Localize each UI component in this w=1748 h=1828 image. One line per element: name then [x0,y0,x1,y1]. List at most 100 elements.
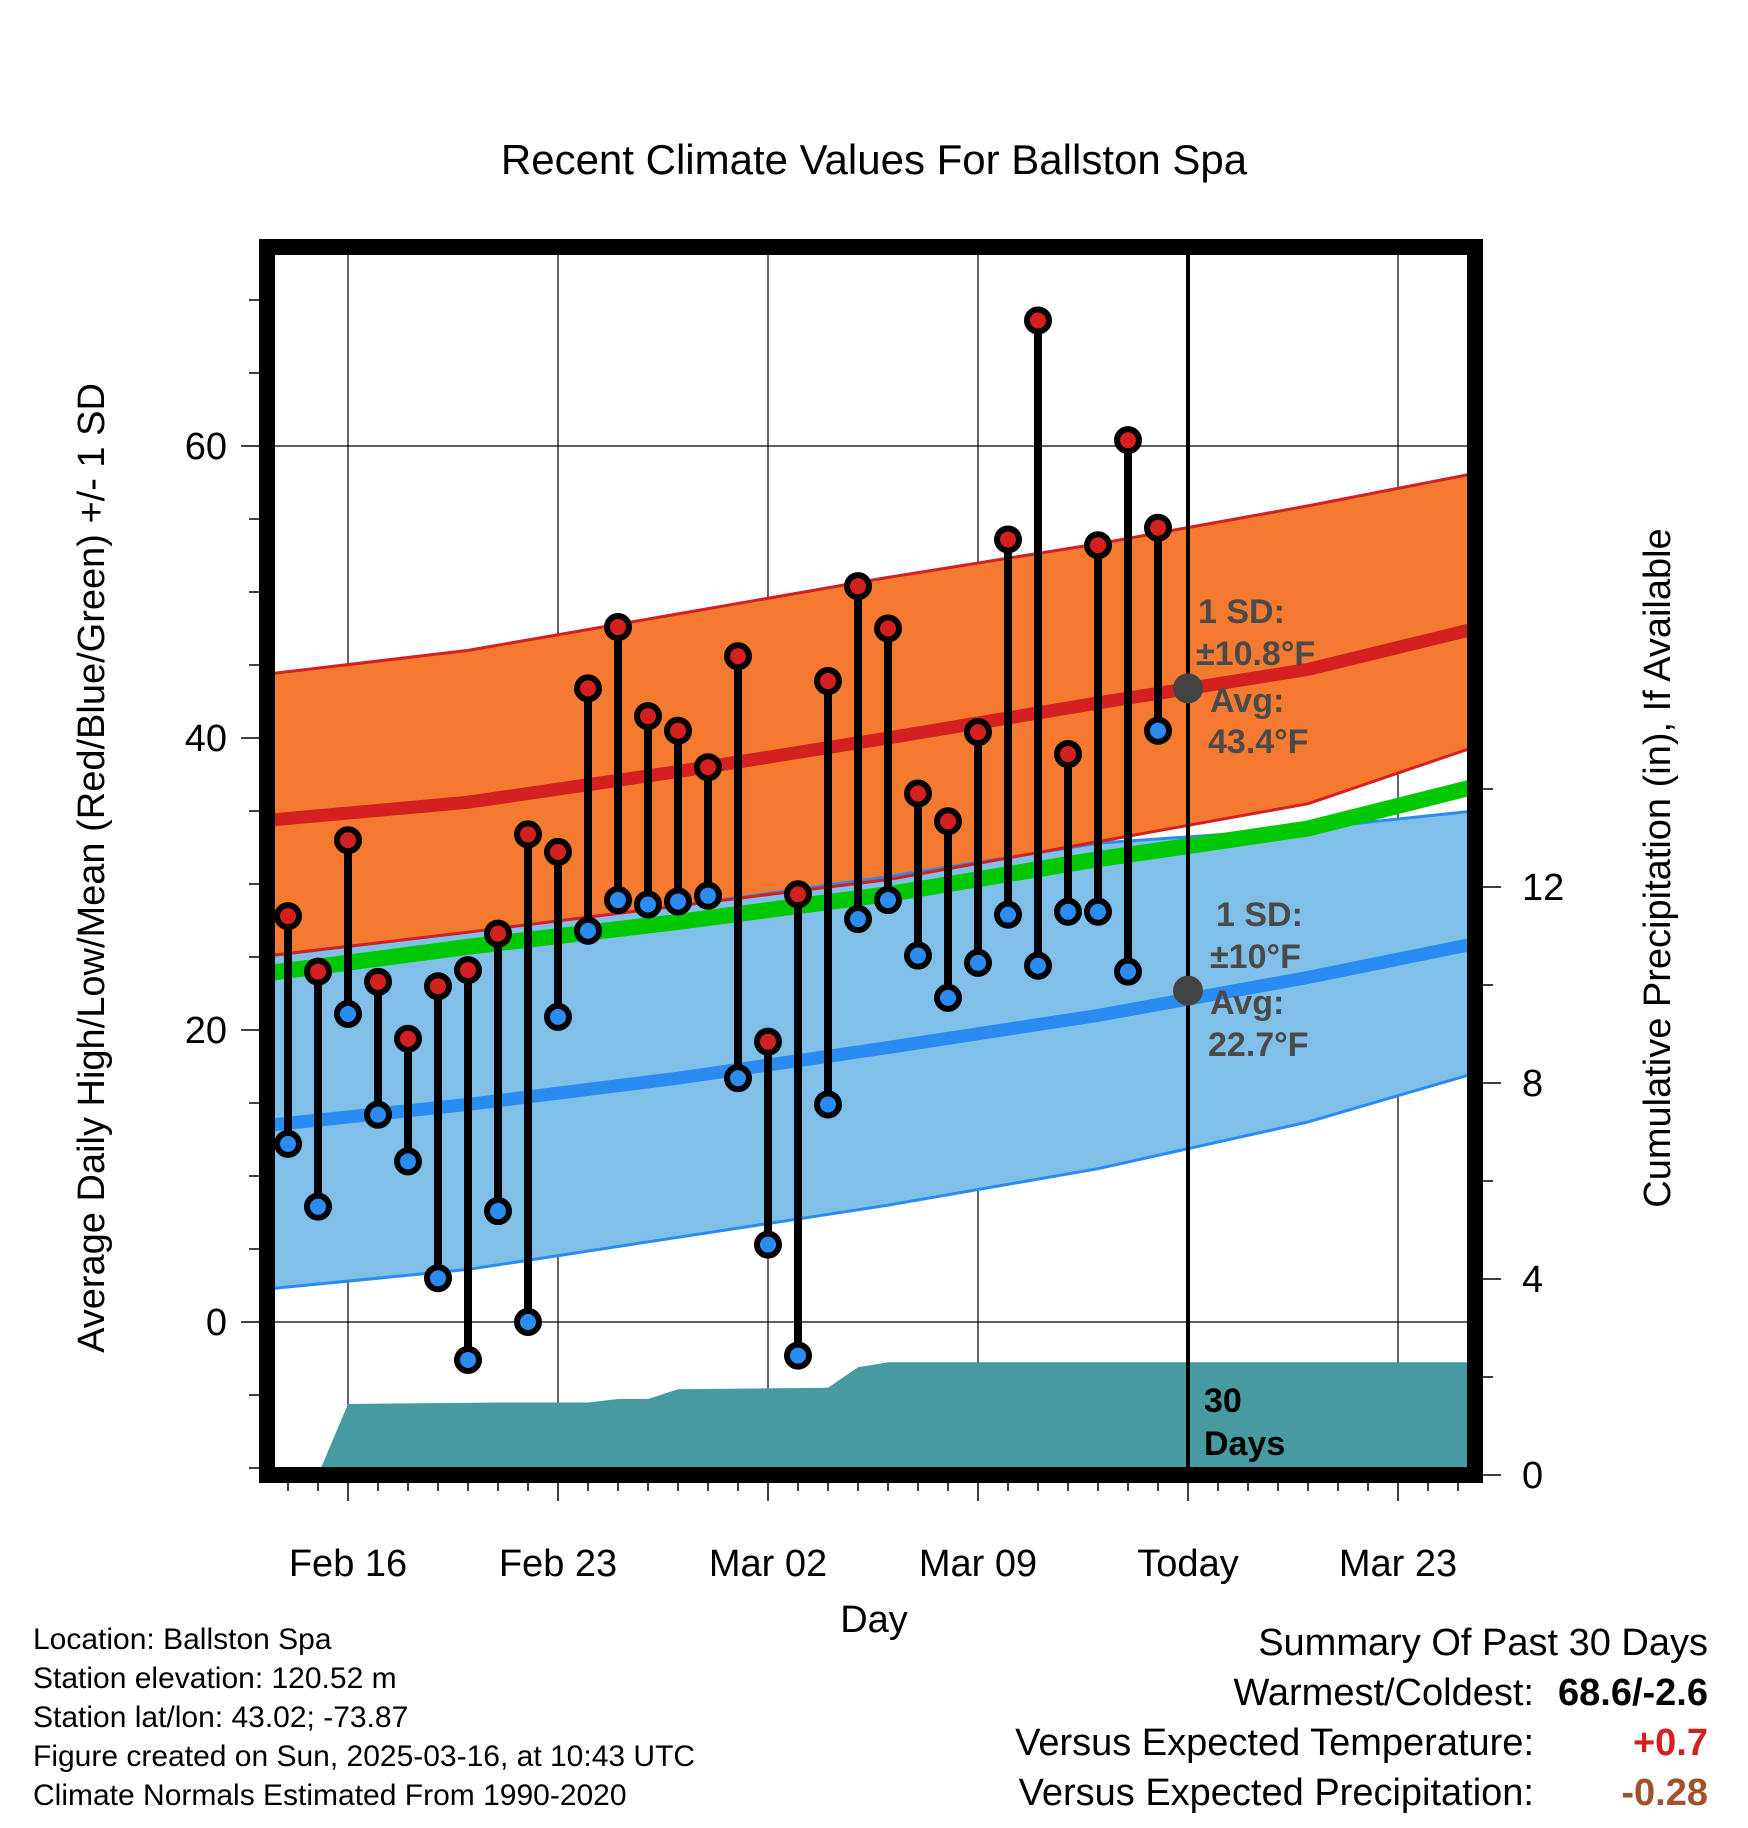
low-sd-value: ±10°F [1210,938,1301,976]
high-avg-value: 43.4°F [1208,723,1309,761]
plot-frame [259,239,1483,1483]
x-tick-label: Mar 09 [919,1543,1037,1585]
y-axis-left-label: Average Daily High/Low/Mean (Red/Blue/Gr… [71,383,113,1353]
high-point [664,716,692,745]
high-point [274,902,302,931]
chart-title: Recent Climate Values For Ballston Spa [501,136,1248,183]
low-point [754,1230,782,1259]
high-sd-label: 1 SD: [1198,593,1285,631]
location-line: Location: Ballston Spa [33,1623,332,1656]
low-point [784,1341,812,1370]
low-point [904,941,932,970]
high-point [1144,513,1172,542]
warmest-value: 68.6/-2.6 [1558,1672,1708,1714]
days-label-top: 30 [1204,1382,1242,1420]
low-point [604,886,632,915]
high-point [904,779,932,808]
precip-value: -0.28 [1621,1772,1708,1814]
high-point [304,957,332,986]
station-info: Location: Ballston Spa Station elevation… [33,1620,695,1815]
y-right-tick-label: 12 [1522,867,1564,909]
high-sd-upper-edge [267,471,1475,676]
low-point [514,1308,542,1336]
high-point [334,826,362,855]
summary-panel: Summary Of Past 30 Days Warmest/Coldest:… [1015,1618,1708,1818]
precip-area [288,1362,1475,1475]
y-axis-right-label: Cumulative Precipitation (in), If Availa… [1637,528,1679,1207]
low-point [1084,897,1112,926]
x-axis-label: Day [840,1599,908,1641]
high-point [844,572,872,601]
summary-precip-row: Versus Expected Precipitation: -0.28 [1015,1768,1708,1818]
low-point [964,948,992,977]
high-point [484,919,512,948]
warmest-label: Warmest/Coldest: [1233,1672,1534,1714]
high-avg-label: Avg: [1210,682,1284,720]
low-point [544,1002,572,1031]
high-sd-band [267,473,1475,956]
low-point [634,890,662,919]
high-point [934,807,962,836]
temp-label: Versus Expected Temperature: [1015,1722,1534,1764]
summary-title: Summary Of Past 30 Days [1258,1622,1708,1664]
high-point [1114,426,1142,455]
y-right-tick-label: 8 [1522,1063,1543,1105]
low-point [694,881,722,910]
low-point [994,900,1022,929]
low-point [934,983,962,1012]
y-left-tick-label: 0 [206,1302,227,1344]
x-tick-label: Today [1137,1543,1238,1585]
latlon-line: Station lat/lon: 43.02; -73.87 [33,1701,409,1734]
high-point [784,880,812,909]
low-point [454,1345,482,1374]
high-point [424,972,452,1001]
high-point [694,753,722,782]
today-high-avg-dot [1173,673,1203,704]
low-point [424,1264,452,1293]
low-point [814,1090,842,1119]
y-left-tick-label: 60 [185,426,227,468]
low-avg-label: Avg: [1210,984,1284,1022]
low-point [1054,897,1082,926]
temp-value: +0.7 [1632,1722,1708,1764]
x-tick-label: Mar 02 [709,1543,827,1585]
low-point [874,886,902,915]
low-point [1114,957,1142,986]
low-avg-value: 22.7°F [1208,1026,1309,1064]
high-point [1024,306,1052,335]
high-sd-value: ±10.8°F [1196,635,1315,673]
x-tick-label: Mar 23 [1339,1543,1457,1585]
high-point [394,1024,422,1053]
precip-label: Versus Expected Precipitation: [1018,1772,1534,1814]
y-left-tick-label: 40 [185,718,227,760]
high-point [634,702,662,731]
high-point [514,820,542,849]
today-low-avg-dot [1173,975,1203,1006]
summary-warmest-row: Warmest/Coldest: 68.6/-2.6 [1015,1668,1708,1718]
high-point [454,956,482,985]
high-point [964,718,992,747]
low-point [844,905,872,934]
x-tick-label: Feb 16 [289,1543,407,1585]
high-point [544,837,572,866]
high-point [994,525,1022,554]
high-point [814,667,842,696]
x-tick-label: Feb 23 [499,1543,617,1585]
high-point [574,674,602,703]
low-point [274,1129,302,1158]
created-line: Figure created on Sun, 2025-03-16, at 10… [33,1740,696,1773]
low-point [574,916,602,945]
y-right-tick-label: 4 [1522,1259,1543,1301]
normals-line: Climate Normals Estimated From 1990-2020 [33,1779,627,1812]
elevation-line: Station elevation: 120.52 m [33,1662,397,1695]
low-point [724,1064,752,1093]
high-point [754,1027,782,1056]
y-left-tick-label: 20 [185,1010,227,1052]
low-sd-label: 1 SD: [1216,896,1303,934]
low-point [394,1147,422,1176]
high-point [364,967,392,996]
low-point [664,887,692,916]
